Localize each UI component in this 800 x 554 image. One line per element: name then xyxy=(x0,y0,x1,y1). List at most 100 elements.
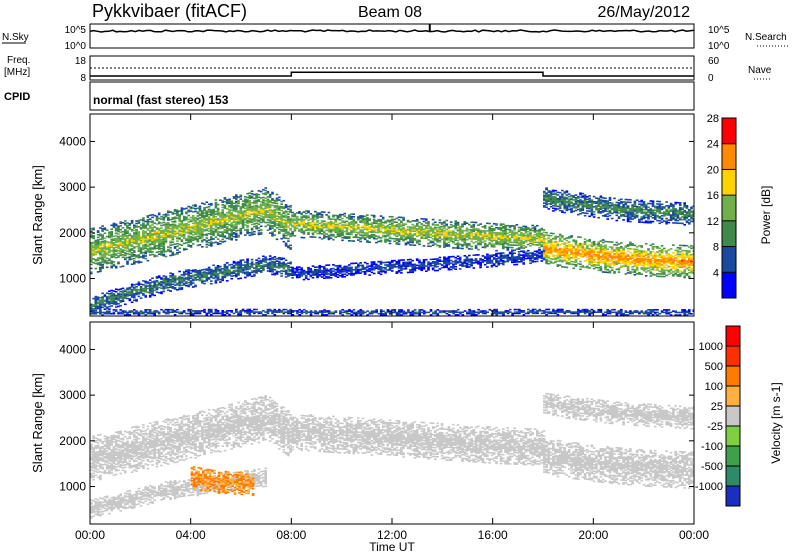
data-cell xyxy=(151,233,154,235)
data-cell xyxy=(216,265,220,267)
data-cell xyxy=(146,250,150,253)
data-cell xyxy=(418,230,421,233)
data-cell xyxy=(422,261,426,264)
data-cell xyxy=(495,224,498,226)
data-cell xyxy=(350,233,353,236)
data-cell xyxy=(425,232,428,234)
data-cell xyxy=(278,223,281,226)
data-cell xyxy=(230,235,233,237)
data-cell xyxy=(291,234,294,237)
data-cell xyxy=(540,253,544,256)
data-cell xyxy=(538,237,541,240)
data-cell xyxy=(96,239,100,241)
data-cell xyxy=(420,261,423,264)
data-cell xyxy=(257,217,261,219)
data-cell xyxy=(117,238,120,240)
data-cell xyxy=(189,230,193,233)
data-cell xyxy=(133,295,136,298)
data-cell xyxy=(386,226,390,228)
data-cell xyxy=(110,260,113,262)
data-cell xyxy=(273,211,277,213)
data-cell xyxy=(148,296,152,298)
data-cell xyxy=(479,237,482,239)
data-cell xyxy=(126,235,129,237)
data-cell xyxy=(547,247,551,250)
data-cell xyxy=(114,235,118,237)
data-cell xyxy=(418,233,421,235)
data-cell xyxy=(449,231,453,234)
data-cell xyxy=(400,269,403,272)
cpid-label: CPID xyxy=(4,91,30,103)
data-cell xyxy=(210,224,213,227)
data-cell xyxy=(375,231,378,234)
data-cell xyxy=(370,222,374,224)
data-cell xyxy=(255,216,258,218)
data-cell xyxy=(359,238,362,240)
data-cell xyxy=(180,222,184,225)
data-cell xyxy=(307,228,310,230)
data-cell xyxy=(357,263,360,266)
data-cell xyxy=(157,241,161,244)
data-cell xyxy=(293,229,297,232)
data-cell xyxy=(289,244,292,247)
data-cell xyxy=(300,236,303,239)
data-cell xyxy=(345,233,349,235)
data-cell xyxy=(533,244,537,246)
data-cell xyxy=(431,231,435,234)
data-cell xyxy=(225,280,229,282)
data-cell xyxy=(225,271,229,273)
data-cell xyxy=(182,219,186,222)
data-cell xyxy=(320,233,324,235)
data-cell xyxy=(468,258,471,261)
data-cell xyxy=(235,208,238,210)
data-cell xyxy=(167,225,170,228)
data-cell xyxy=(221,273,224,275)
data-cell xyxy=(488,226,491,229)
data-cell xyxy=(325,221,328,224)
data-cell xyxy=(427,230,430,232)
data-cell xyxy=(388,237,392,240)
data-cell xyxy=(425,270,428,272)
data-cell xyxy=(201,246,204,248)
data-cell xyxy=(289,221,292,224)
data-cell xyxy=(504,238,507,241)
data-cell xyxy=(363,227,367,229)
data-cell xyxy=(529,233,532,236)
data-cell xyxy=(128,257,132,260)
data-cell xyxy=(198,269,202,272)
data-cell xyxy=(253,269,256,272)
data-cell xyxy=(350,231,353,233)
data-cell xyxy=(561,236,564,239)
data-cell xyxy=(176,240,179,242)
data-cell xyxy=(388,265,392,267)
data-cell xyxy=(271,227,274,230)
data-cell xyxy=(384,232,387,234)
data-cell xyxy=(114,302,118,304)
data-cell xyxy=(325,224,328,226)
data-cell xyxy=(155,286,159,288)
data-cell xyxy=(142,225,145,227)
data-cell xyxy=(524,254,528,256)
data-cell xyxy=(436,231,439,234)
data-cell xyxy=(239,212,243,214)
data-cell xyxy=(481,226,485,228)
data-cell xyxy=(142,241,145,244)
data-cell xyxy=(368,219,371,222)
data-cell xyxy=(458,256,462,259)
data-cell xyxy=(167,211,170,214)
data-cell xyxy=(266,263,270,266)
data-cell xyxy=(167,223,170,225)
data-cell xyxy=(210,218,213,220)
data-cell xyxy=(185,222,188,225)
data-cell xyxy=(515,248,519,250)
data-cell xyxy=(327,216,331,219)
data-cell xyxy=(212,264,215,267)
data-cell xyxy=(225,274,229,277)
data-cell xyxy=(108,293,111,295)
data-cell xyxy=(246,222,249,224)
data-cell xyxy=(160,232,163,234)
data-cell xyxy=(341,231,344,234)
data-cell xyxy=(345,223,349,225)
data-cell xyxy=(443,233,446,236)
data-cell xyxy=(228,236,231,239)
